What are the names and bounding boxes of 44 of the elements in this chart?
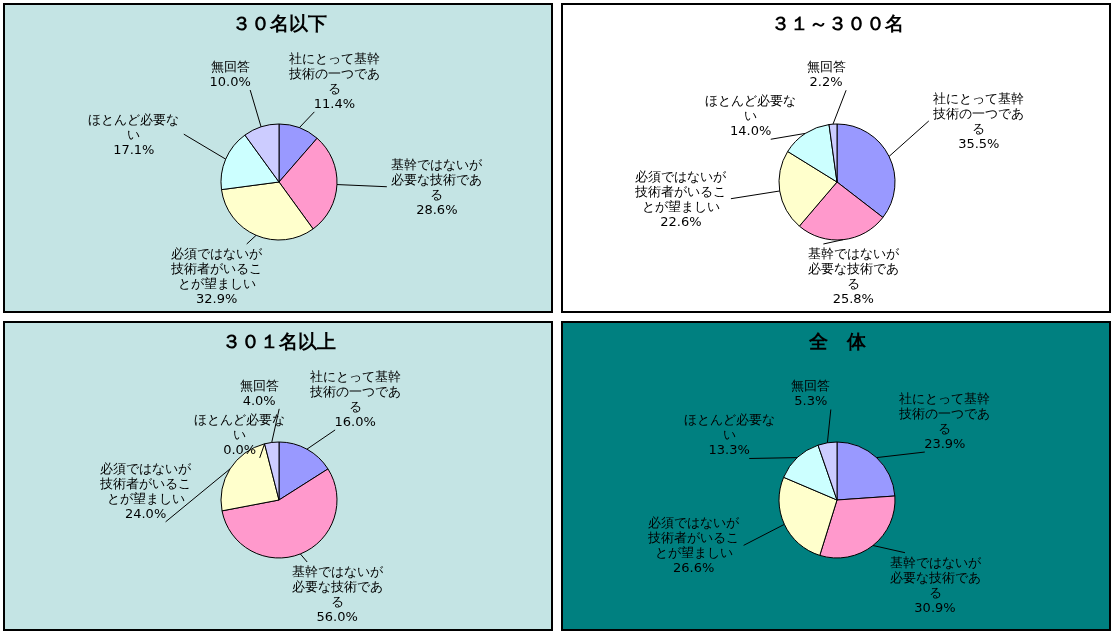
data-label: 2.2% xyxy=(809,74,843,90)
text: 0.0% xyxy=(223,441,257,457)
data-label: 16.0% xyxy=(334,413,376,429)
data-label: 5.3% xyxy=(794,393,828,409)
slice-label: 無回答 xyxy=(239,377,279,393)
slice-label: 基幹ではないが必要な技術である xyxy=(889,554,982,600)
data-label: 26.6% xyxy=(672,560,715,576)
slice-label: 無回答 xyxy=(791,378,831,394)
slice-label: 基幹ではないが必要な技術である xyxy=(807,246,900,291)
data-label: 23.9% xyxy=(924,436,966,452)
slice-label: 社にとって基幹技術の一つである xyxy=(898,391,991,437)
slice-label: ほとんど必要ない xyxy=(88,111,180,142)
slice-label: 必須ではないが技術者がいることが望ましい xyxy=(647,515,741,561)
chart-title: ３０名以下 xyxy=(231,12,327,34)
data-label: 35.5% xyxy=(958,135,1000,151)
data-label: 4.0% xyxy=(242,392,276,408)
data-label: 14.0% xyxy=(730,123,772,139)
slice-label: ほとんど必要ない xyxy=(705,93,797,124)
slice-label: 社にとって基幹技術の一つである xyxy=(932,90,1025,136)
slice-label: 基幹ではないが必要な技術である xyxy=(291,564,384,609)
chart-title: ３０１名以上 xyxy=(222,330,336,352)
data-label: 32.9% xyxy=(196,291,238,306)
slice-label: 社にとって基幹技術の一つである xyxy=(308,368,401,414)
data-label: 28.6% xyxy=(416,201,458,217)
data-label: 11.4% xyxy=(313,95,356,111)
chart-title: ３１～３００名 xyxy=(770,12,904,34)
slice-label: 基幹ではないが必要な技術である xyxy=(391,156,484,202)
slice-label: 無回答 xyxy=(806,59,846,75)
slice-label: 必須ではないが技術者がいることが望ましい xyxy=(99,460,193,506)
data-label: 10.0% xyxy=(209,74,251,90)
slice-label: 無回答 xyxy=(210,59,250,75)
slice-label: ほとんど必要ない xyxy=(683,412,775,443)
chart-title: 全 体 xyxy=(807,330,867,352)
data-label: 24.0% xyxy=(124,505,167,521)
data-label: 30.9% xyxy=(914,599,956,615)
data-label: 13.3% xyxy=(708,442,750,458)
data-label: 17.1% xyxy=(113,141,155,157)
slice-label: 必須ではないが技術者がいることが望ましい xyxy=(634,168,728,214)
data-label: 56.0% xyxy=(316,609,358,624)
data-label: 25.8% xyxy=(832,291,874,306)
slice-label: 社にとって基幹技術の一つである xyxy=(287,50,380,96)
slice-label: 必須ではないが技術者がいることが望ましい xyxy=(170,246,264,291)
data-label: 22.6% xyxy=(660,213,702,229)
category-label: ほとんど必要ない xyxy=(194,411,286,442)
